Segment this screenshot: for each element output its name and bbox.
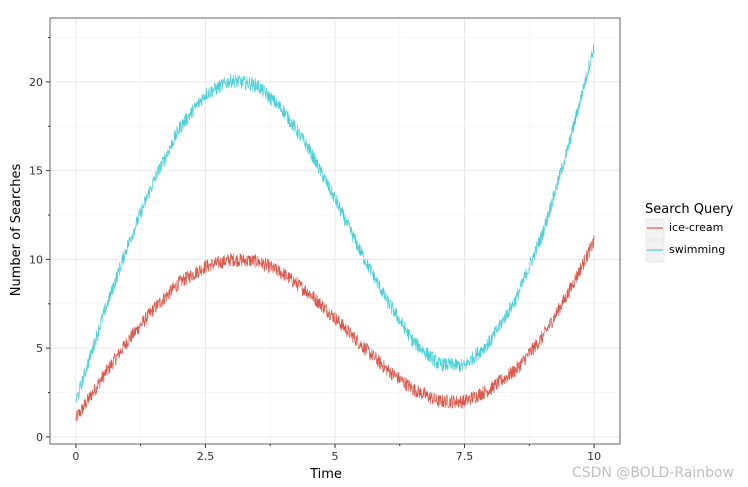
series-line-ice-cream xyxy=(75,235,595,422)
y-tick-label: 15 xyxy=(29,165,43,178)
legend-label: swimming xyxy=(669,243,725,256)
legend-label: ice-cream xyxy=(669,221,723,234)
legend: Search Query ice-cream swimming xyxy=(645,202,734,263)
x-tick-label: 7.5 xyxy=(456,450,474,463)
x-tick-label: 0 xyxy=(72,450,79,463)
x-tick-label: 5 xyxy=(332,450,339,463)
y-tick-label: 0 xyxy=(36,431,43,444)
x-axis: 0 2.5 5 7.5 10 xyxy=(72,444,601,463)
y-axis: 0 5 10 15 20 xyxy=(29,37,50,444)
x-axis-title: Time xyxy=(309,467,342,482)
series-line-swimming xyxy=(75,44,595,404)
watermark: CSDN @BOLD-Rainbow xyxy=(571,465,734,481)
legend-items: ice-cream swimming xyxy=(645,218,725,263)
y-axis-title: Number of Searches xyxy=(9,164,24,297)
grid-lines xyxy=(50,18,620,444)
x-tick-label: 10 xyxy=(587,450,601,463)
legend-title: Search Query xyxy=(645,202,734,217)
legend-key-box xyxy=(645,240,665,263)
y-tick-label: 20 xyxy=(29,76,43,89)
y-tick-label: 10 xyxy=(29,253,43,266)
x-tick-label: 2.5 xyxy=(197,450,215,463)
y-tick-label: 5 xyxy=(36,342,43,355)
series-layer xyxy=(75,44,595,422)
legend-key-box xyxy=(645,218,665,241)
